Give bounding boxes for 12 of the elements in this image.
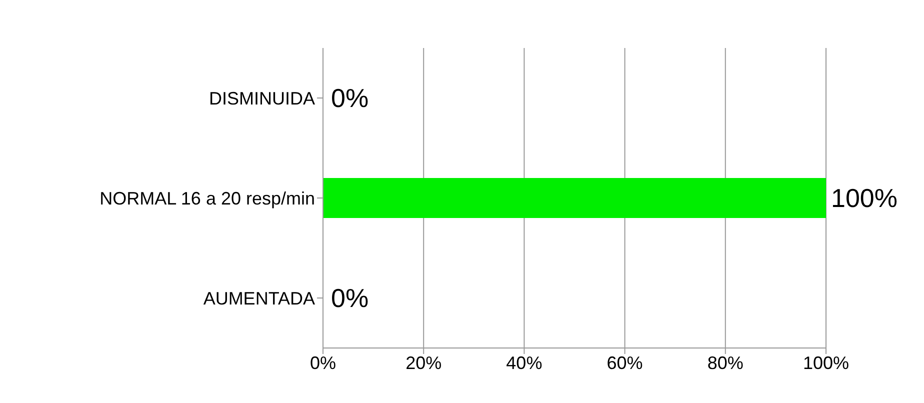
y-tick-label: DISMINUIDA [208, 88, 315, 108]
x-tick-label: 20% [406, 352, 442, 373]
y-tick-label: NORMAL 16 a 20 resp/min [100, 188, 315, 208]
x-tick-label: 60% [606, 352, 643, 373]
x-tick-label: 40% [506, 352, 542, 373]
data-label: 0% [331, 83, 369, 114]
x-tick-label: 80% [707, 352, 744, 373]
data-label: 0% [331, 283, 369, 314]
data-label: 100% [831, 183, 898, 214]
x-tick-label: 0% [310, 352, 336, 373]
x-tick-label: 100% [802, 352, 850, 373]
y-tick-label: AUMENTADA [203, 288, 315, 308]
